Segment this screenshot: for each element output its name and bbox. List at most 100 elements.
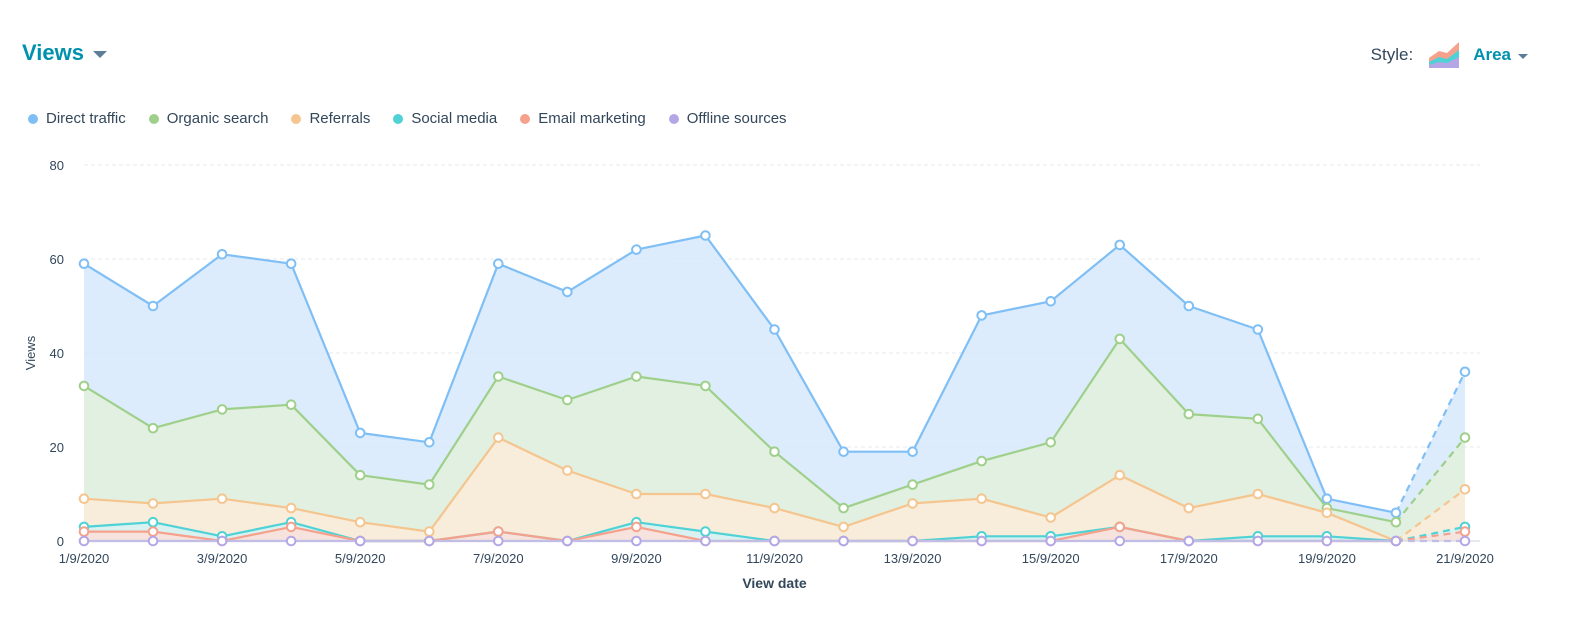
data-point[interactable]: [631, 521, 642, 533]
data-point[interactable]: [562, 465, 573, 476]
data-point[interactable]: [285, 535, 297, 547]
data-point[interactable]: [838, 446, 849, 458]
data-point[interactable]: [493, 432, 504, 443]
data-point[interactable]: [1252, 535, 1264, 547]
legend-item[interactable]: Social media: [393, 110, 497, 127]
data-point[interactable]: [700, 380, 711, 392]
data-point[interactable]: [838, 535, 849, 547]
legend-item[interactable]: Offline sources: [668, 110, 787, 127]
data-point[interactable]: [907, 446, 918, 458]
data-point[interactable]: [1045, 512, 1056, 523]
data-point[interactable]: [1459, 366, 1471, 378]
data-point[interactable]: [769, 446, 780, 458]
data-point[interactable]: [78, 526, 90, 537]
data-point[interactable]: [976, 455, 987, 467]
data-point[interactable]: [1459, 535, 1471, 547]
data-point[interactable]: [631, 244, 642, 255]
legend-item[interactable]: Referrals: [291, 110, 370, 127]
data-point[interactable]: [147, 422, 159, 434]
data-point[interactable]: [1183, 502, 1195, 514]
data-point[interactable]: [493, 535, 504, 547]
data-point[interactable]: [493, 371, 504, 382]
data-point[interactable]: [78, 258, 90, 270]
data-point[interactable]: [907, 535, 918, 547]
data-point[interactable]: [700, 488, 711, 500]
data-point[interactable]: [78, 535, 90, 547]
data-point[interactable]: [354, 516, 366, 528]
data-point[interactable]: [354, 535, 366, 547]
data-point[interactable]: [700, 526, 711, 537]
data-point[interactable]: [1183, 408, 1195, 420]
data-point[interactable]: [1183, 535, 1195, 547]
data-point[interactable]: [1252, 413, 1264, 425]
data-point[interactable]: [1045, 296, 1056, 307]
data-point[interactable]: [907, 479, 918, 490]
data-point[interactable]: [216, 249, 228, 260]
data-point[interactable]: [1459, 484, 1471, 495]
data-point[interactable]: [1321, 535, 1333, 547]
data-point[interactable]: [631, 488, 642, 500]
data-point[interactable]: [1114, 239, 1126, 251]
data-point[interactable]: [769, 535, 780, 547]
data-point[interactable]: [216, 493, 228, 505]
data-point[interactable]: [493, 258, 504, 270]
data-point[interactable]: [423, 535, 435, 547]
data-point[interactable]: [1459, 432, 1471, 443]
data-point[interactable]: [838, 521, 849, 533]
data-point[interactable]: [976, 493, 987, 505]
data-point[interactable]: [285, 502, 297, 514]
data-point[interactable]: [78, 380, 90, 392]
data-point[interactable]: [1114, 535, 1126, 547]
data-point[interactable]: [1252, 488, 1264, 500]
data-point[interactable]: [285, 258, 297, 270]
data-point[interactable]: [1321, 493, 1333, 505]
data-point[interactable]: [147, 300, 159, 312]
data-point[interactable]: [631, 371, 642, 382]
data-point[interactable]: [769, 502, 780, 514]
data-point[interactable]: [354, 427, 366, 439]
data-point[interactable]: [285, 399, 297, 411]
data-point[interactable]: [147, 526, 159, 537]
data-point[interactable]: [562, 394, 573, 406]
data-point[interactable]: [423, 437, 435, 448]
data-point[interactable]: [1390, 535, 1402, 547]
data-point[interactable]: [1114, 521, 1126, 533]
legend-item[interactable]: Organic search: [148, 110, 268, 127]
data-point[interactable]: [1390, 516, 1402, 528]
data-point[interactable]: [147, 516, 159, 528]
data-point[interactable]: [838, 502, 849, 514]
data-point[interactable]: [907, 498, 918, 509]
data-point[interactable]: [285, 521, 297, 533]
data-point[interactable]: [769, 324, 780, 335]
data-point[interactable]: [631, 535, 642, 547]
data-point[interactable]: [1114, 333, 1126, 345]
data-point[interactable]: [976, 535, 987, 547]
data-point[interactable]: [493, 526, 504, 537]
data-point[interactable]: [423, 526, 435, 537]
data-point[interactable]: [1459, 526, 1471, 537]
data-point[interactable]: [423, 479, 435, 490]
data-point[interactable]: [1252, 324, 1264, 335]
data-point[interactable]: [78, 493, 90, 505]
data-point[interactable]: [147, 535, 159, 547]
data-point[interactable]: [1045, 437, 1056, 448]
data-point[interactable]: [1045, 535, 1056, 547]
legend-item[interactable]: Email marketing: [520, 110, 646, 127]
legend-item[interactable]: Direct traffic: [28, 110, 126, 127]
data-point[interactable]: [216, 404, 228, 415]
chevron-down-icon[interactable]: [1518, 53, 1528, 59]
style-dropdown[interactable]: Area: [1473, 45, 1511, 64]
data-point[interactable]: [354, 469, 366, 481]
data-point[interactable]: [562, 535, 573, 547]
data-point[interactable]: [976, 310, 987, 321]
data-point[interactable]: [1183, 300, 1195, 312]
chart-title-dropdown[interactable]: Views: [22, 40, 107, 66]
data-point[interactable]: [1390, 507, 1402, 519]
data-point[interactable]: [700, 230, 711, 241]
data-point[interactable]: [562, 286, 573, 298]
data-point[interactable]: [1321, 507, 1333, 519]
data-point[interactable]: [216, 535, 228, 547]
data-point[interactable]: [147, 498, 159, 509]
data-point[interactable]: [1114, 469, 1126, 481]
data-point[interactable]: [700, 535, 711, 547]
